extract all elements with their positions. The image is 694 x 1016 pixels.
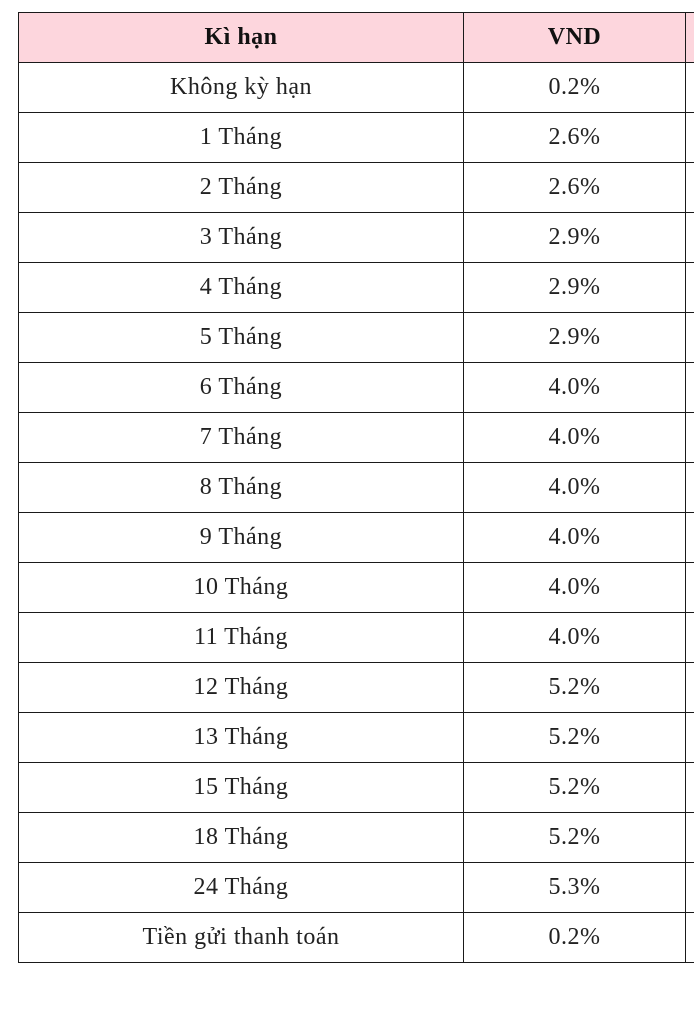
empty-cell — [685, 212, 694, 263]
term-cell: Tiền gửi thanh toán — [18, 912, 464, 963]
table-row: 18 Tháng 5.2% — [18, 812, 694, 863]
empty-cell — [685, 712, 694, 763]
term-cell: 5 Tháng — [18, 312, 464, 363]
empty-cell — [685, 412, 694, 463]
table-row: 6 Tháng 4.0% — [18, 362, 694, 413]
rate-cell: 0.2% — [463, 912, 686, 963]
table-head: Kì hạn VND — [18, 12, 694, 63]
term-cell: 10 Tháng — [18, 562, 464, 613]
rate-table: Kì hạn VND Không kỳ hạn 0.2% 1 Tháng 2.6% 2 T… — [18, 12, 694, 963]
rate-cell: 4.0% — [463, 412, 686, 463]
rate-cell: 2.6% — [463, 162, 686, 213]
empty-cell — [685, 562, 694, 613]
table-row: Không kỳ hạn 0.2% — [18, 62, 694, 113]
rate-cell: 4.0% — [463, 612, 686, 663]
term-cell: 4 Tháng — [18, 262, 464, 313]
empty-cell — [685, 462, 694, 513]
empty-cell — [685, 862, 694, 913]
empty-cell — [685, 812, 694, 863]
term-cell: 11 Tháng — [18, 612, 464, 663]
rate-cell: 5.2% — [463, 762, 686, 813]
rate-cell: 2.9% — [463, 212, 686, 263]
empty-cell — [685, 62, 694, 113]
term-cell: 15 Tháng — [18, 762, 464, 813]
table-row: 24 Tháng 5.3% — [18, 862, 694, 913]
table-row: 8 Tháng 4.0% — [18, 462, 694, 513]
empty-cell — [685, 262, 694, 313]
rate-cell: 5.3% — [463, 862, 686, 913]
term-cell: 13 Tháng — [18, 712, 464, 763]
rate-cell: 5.2% — [463, 662, 686, 713]
term-cell: 1 Tháng — [18, 112, 464, 163]
rate-cell: 2.9% — [463, 262, 686, 313]
rate-cell: 2.6% — [463, 112, 686, 163]
term-cell: 6 Tháng — [18, 362, 464, 413]
term-cell: 3 Tháng — [18, 212, 464, 263]
table-row: 11 Tháng 4.0% — [18, 612, 694, 663]
empty-cell — [685, 512, 694, 563]
empty-cell — [685, 662, 694, 713]
rate-cell: 5.2% — [463, 712, 686, 763]
term-cell: 18 Tháng — [18, 812, 464, 863]
term-cell: 12 Tháng — [18, 662, 464, 713]
term-cell: Không kỳ hạn — [18, 62, 464, 113]
header-cell-empty — [685, 12, 694, 63]
table-body: Không kỳ hạn 0.2% 1 Tháng 2.6% 2 Tháng 2.6% 3 … — [18, 62, 694, 963]
rate-cell: 2.9% — [463, 312, 686, 363]
empty-cell — [685, 912, 694, 963]
header-cell: Kì hạn — [18, 12, 464, 63]
header-row: Kì hạn VND — [18, 12, 694, 63]
empty-cell — [685, 312, 694, 363]
table-row: 4 Tháng 2.9% — [18, 262, 694, 313]
table-row: 10 Tháng 4.0% — [18, 562, 694, 613]
empty-cell — [685, 112, 694, 163]
table-row: 13 Tháng 5.2% — [18, 712, 694, 763]
term-cell: 2 Tháng — [18, 162, 464, 213]
table-viewport: Kì hạn VND Không kỳ hạn 0.2% 1 Tháng 2.6% 2 T… — [18, 12, 694, 1012]
table-row: 5 Tháng 2.9% — [18, 312, 694, 363]
rate-cell: 4.0% — [463, 462, 686, 513]
table-row: 1 Tháng 2.6% — [18, 112, 694, 163]
table-row: 15 Tháng 5.2% — [18, 762, 694, 813]
empty-cell — [685, 362, 694, 413]
empty-cell — [685, 612, 694, 663]
header-cell: VND — [463, 12, 686, 63]
table-row: 12 Tháng 5.2% — [18, 662, 694, 713]
term-cell: 24 Tháng — [18, 862, 464, 913]
rate-cell: 4.0% — [463, 562, 686, 613]
empty-cell — [685, 162, 694, 213]
term-cell: 8 Tháng — [18, 462, 464, 513]
rate-cell: 5.2% — [463, 812, 686, 863]
table-row: 2 Tháng 2.6% — [18, 162, 694, 213]
term-cell: 7 Tháng — [18, 412, 464, 463]
rate-cell: 4.0% — [463, 512, 686, 563]
rate-cell: 4.0% — [463, 362, 686, 413]
table-row: 7 Tháng 4.0% — [18, 412, 694, 463]
table-row: Tiền gửi thanh toán 0.2% — [18, 912, 694, 963]
rate-cell: 0.2% — [463, 62, 686, 113]
table-row: 9 Tháng 4.0% — [18, 512, 694, 563]
empty-cell — [685, 762, 694, 813]
table-row: 3 Tháng 2.9% — [18, 212, 694, 263]
term-cell: 9 Tháng — [18, 512, 464, 563]
